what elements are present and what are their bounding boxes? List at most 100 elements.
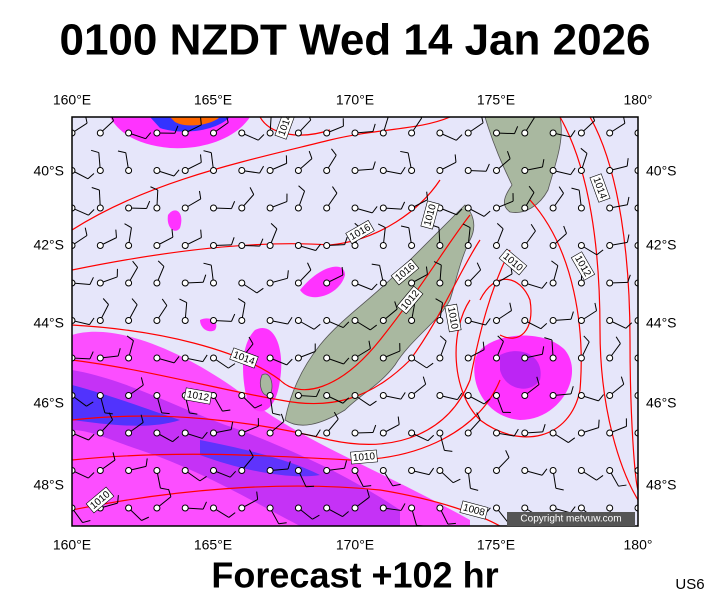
barb-station bbox=[210, 242, 217, 249]
barb-flag bbox=[623, 117, 626, 124]
barb-flag bbox=[506, 151, 511, 159]
barb-station bbox=[351, 354, 359, 362]
isobar-label: 1010 bbox=[352, 451, 376, 464]
barb-flag bbox=[87, 472, 95, 479]
barb-station bbox=[181, 167, 189, 174]
barb-flag bbox=[615, 336, 621, 344]
barb-flag bbox=[222, 409, 231, 412]
barb-flag bbox=[315, 243, 321, 251]
barb-station bbox=[294, 504, 302, 512]
barb-flag bbox=[642, 526, 650, 527]
barb-shaft bbox=[637, 207, 638, 208]
barb-flag bbox=[656, 129, 660, 136]
barb-flag bbox=[126, 335, 134, 342]
barb-flag bbox=[145, 458, 148, 467]
barb-station bbox=[521, 279, 529, 287]
barb-flag bbox=[505, 450, 510, 458]
barb-flag bbox=[496, 222, 504, 230]
barb-station bbox=[549, 467, 557, 474]
barb-flag bbox=[157, 260, 165, 267]
barb-flag bbox=[426, 362, 434, 369]
barb-station bbox=[549, 504, 557, 512]
barb-station bbox=[153, 467, 161, 474]
barb-station bbox=[181, 279, 189, 287]
barb-flag bbox=[400, 503, 406, 511]
barb-flag bbox=[571, 187, 580, 191]
barb-shaft bbox=[637, 433, 638, 434]
barb-station bbox=[351, 279, 359, 287]
barb-flag bbox=[82, 520, 91, 524]
lat-label-left: 40°S bbox=[33, 163, 64, 179]
barb-station bbox=[210, 317, 217, 324]
barb-station bbox=[379, 317, 387, 324]
barb-station bbox=[181, 429, 189, 437]
barb-station bbox=[181, 204, 189, 212]
barb-station bbox=[521, 317, 529, 324]
barb-shaft bbox=[637, 357, 638, 358]
barb-flag bbox=[342, 321, 350, 328]
barb-flag bbox=[87, 173, 95, 180]
barb-station bbox=[379, 392, 387, 399]
barb-flag bbox=[343, 357, 350, 365]
barb-flag bbox=[570, 506, 576, 514]
barb-flag bbox=[656, 385, 658, 393]
barb-station bbox=[577, 167, 585, 174]
barb-station bbox=[379, 354, 387, 362]
barb-station bbox=[323, 279, 331, 287]
barb-station bbox=[493, 204, 500, 212]
barb-flag bbox=[86, 401, 94, 407]
barb-station bbox=[96, 354, 104, 362]
barb-flag bbox=[626, 234, 630, 243]
barb-flag bbox=[278, 522, 287, 525]
barb-flag bbox=[371, 206, 378, 214]
barb-flag bbox=[85, 117, 88, 124]
barb-flag bbox=[117, 348, 121, 357]
barb-station bbox=[181, 129, 189, 137]
barb-shaft bbox=[637, 469, 638, 471]
barb-station bbox=[549, 242, 557, 249]
barb-flag bbox=[541, 468, 548, 476]
barb-station bbox=[238, 467, 246, 474]
barb-flag bbox=[476, 412, 481, 420]
barb-station bbox=[408, 354, 416, 362]
isobar-label-box bbox=[229, 347, 259, 369]
isobar-label: 1012 bbox=[186, 389, 210, 404]
barb-flag bbox=[371, 283, 378, 291]
barb-station bbox=[606, 167, 614, 174]
barb-flag bbox=[315, 389, 321, 397]
barb-flag bbox=[427, 434, 435, 442]
barb-station bbox=[351, 242, 359, 249]
barb-flag bbox=[536, 376, 540, 385]
barb-station bbox=[351, 504, 359, 512]
barb-station bbox=[323, 204, 331, 212]
barb-flag bbox=[435, 298, 443, 304]
barb-flag bbox=[117, 150, 126, 154]
barb-flag bbox=[306, 485, 315, 488]
barb-station bbox=[436, 279, 444, 287]
barb-flag bbox=[596, 475, 604, 481]
barb-station bbox=[549, 392, 557, 399]
barb-station bbox=[351, 204, 359, 212]
barb-flag bbox=[422, 376, 427, 385]
barb-flag bbox=[627, 274, 631, 283]
barb-flag bbox=[366, 489, 370, 498]
barb-station bbox=[294, 167, 302, 174]
barb-flag bbox=[344, 236, 348, 245]
barb-flag bbox=[544, 337, 553, 341]
barb-flag bbox=[382, 111, 388, 116]
axes: 160°E 160°E 165°E 165°E 170°E 170°E 175°E 175°E… bbox=[33, 92, 676, 553]
barb-flag bbox=[312, 514, 320, 520]
barb-station bbox=[238, 504, 246, 512]
map-frame bbox=[71, 116, 639, 527]
barb-station bbox=[238, 317, 246, 324]
barb-station bbox=[210, 129, 217, 137]
barb-station bbox=[294, 317, 302, 324]
barb-flag bbox=[228, 512, 236, 518]
isobar-label-box bbox=[459, 500, 489, 520]
barb-station bbox=[436, 429, 444, 437]
barb-flag bbox=[426, 191, 429, 200]
isobar-label-box bbox=[85, 486, 115, 514]
copyright: Copyright metvuw.com bbox=[520, 514, 621, 525]
